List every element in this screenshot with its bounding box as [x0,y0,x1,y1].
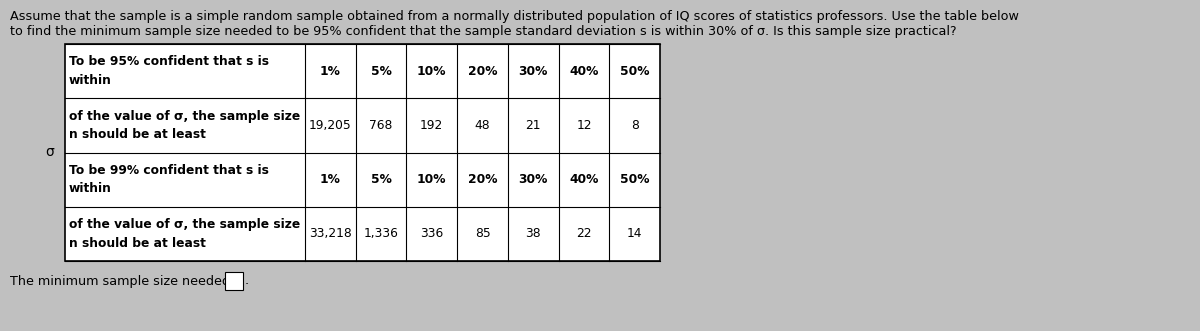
Text: 33,218: 33,218 [308,227,352,240]
Text: 5%: 5% [371,173,391,186]
Text: 20%: 20% [468,173,497,186]
Text: 14: 14 [626,227,642,240]
Text: To be 95% confident that s is: To be 95% confident that s is [70,55,269,69]
Text: n should be at least: n should be at least [70,237,206,250]
Text: 1%: 1% [320,65,341,78]
Text: 40%: 40% [569,65,599,78]
Text: σ: σ [46,146,54,160]
Text: Assume that the sample is a simple random sample obtained from a normally distri: Assume that the sample is a simple rando… [10,10,1019,23]
Text: 48: 48 [475,119,491,132]
Text: to find the minimum sample size needed to be 95% confident that the sample stand: to find the minimum sample size needed t… [10,25,956,38]
Text: 10%: 10% [418,173,446,186]
Text: 22: 22 [576,227,592,240]
Text: The minimum sample size needed is: The minimum sample size needed is [10,274,245,288]
Text: 40%: 40% [569,173,599,186]
Text: within: within [70,182,112,195]
Text: 12: 12 [576,119,592,132]
Bar [226,272,242,290]
Text: To be 99% confident that s is: To be 99% confident that s is [70,164,269,177]
Text: 192: 192 [420,119,444,132]
Text: 50%: 50% [620,65,649,78]
Text: 768: 768 [370,119,392,132]
Text: 1%: 1% [320,173,341,186]
Text: 50%: 50% [620,173,649,186]
Text: 5%: 5% [371,65,391,78]
Text: 20%: 20% [468,65,497,78]
Text: 10%: 10% [418,65,446,78]
Bar [65,44,660,261]
Text: 85: 85 [475,227,491,240]
Text: .: . [245,274,250,288]
Text: 21: 21 [526,119,541,132]
Text: 30%: 30% [518,173,548,186]
Text: n should be at least: n should be at least [70,128,206,141]
Text: of the value of σ, the sample size: of the value of σ, the sample size [70,110,300,123]
Text: of the value of σ, the sample size: of the value of σ, the sample size [70,218,300,231]
Text: 1,336: 1,336 [364,227,398,240]
Text: within: within [70,74,112,87]
Text: 8: 8 [631,119,638,132]
Text: 336: 336 [420,227,444,240]
Text: 38: 38 [526,227,541,240]
Text: 30%: 30% [518,65,548,78]
Text: 19,205: 19,205 [308,119,352,132]
